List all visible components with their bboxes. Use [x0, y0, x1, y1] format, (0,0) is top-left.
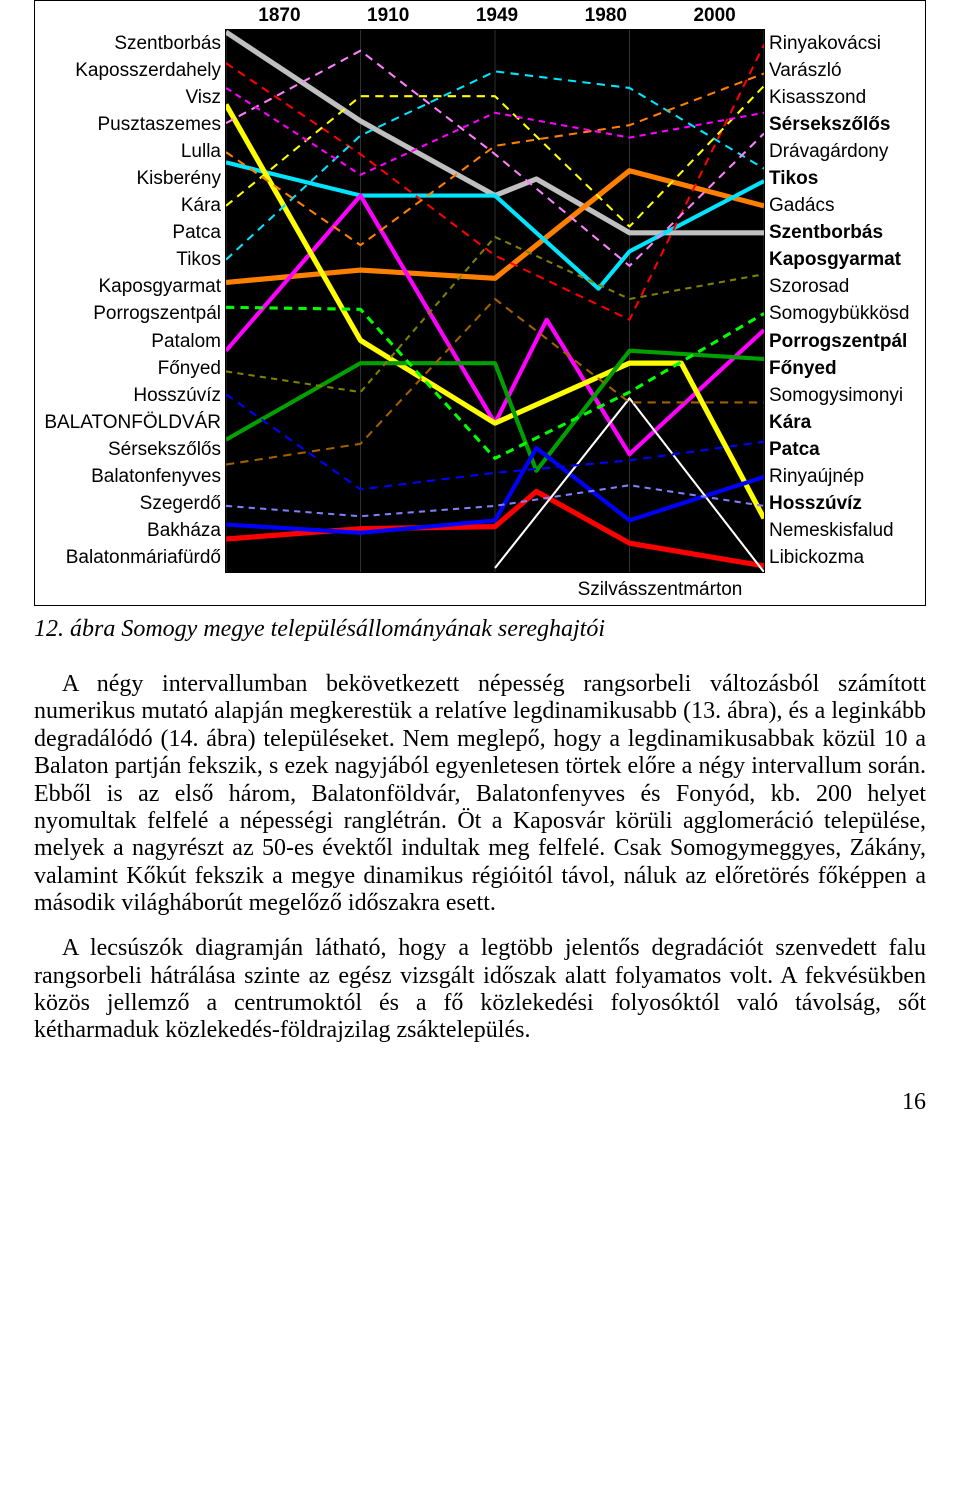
- body-paragraph: A négy intervallumban bekövetkezett népe…: [34, 671, 926, 917]
- page-number: 16: [34, 1089, 926, 1116]
- chart-left-label: Bakháza: [41, 518, 221, 544]
- chart-left-label: Patca: [41, 220, 221, 246]
- chart-right-label: Somogybükkösd: [769, 301, 919, 327]
- chart-plot-area: [225, 29, 765, 573]
- chart-year-label: 1910: [367, 5, 409, 27]
- chart-right-label: Varászló: [769, 58, 919, 84]
- figure-wrapper: 18701910194919802000 SzentborbásKapossze…: [34, 0, 926, 606]
- chart-right-label: Somogysimonyi: [769, 383, 919, 409]
- chart-right-label: Patca: [769, 437, 919, 463]
- chart-right-label: Szorosad: [769, 274, 919, 300]
- chart-left-label: Lulla: [41, 139, 221, 165]
- chart-svg: [226, 30, 764, 572]
- chart-left-label: Balatonfenyves: [41, 464, 221, 490]
- chart-year-row: 1870 1910 1949 1980 2000: [225, 5, 769, 27]
- chart-left-label: Szentborbás: [41, 31, 221, 57]
- chart-right-label: Rinyakovácsi: [769, 31, 919, 57]
- chart-right-label: Nemeskisfalud: [769, 518, 919, 544]
- chart-right-label: Hosszúvíz: [769, 491, 919, 517]
- chart-left-label: Visz: [41, 85, 221, 111]
- chart-left-labels: SzentborbásKaposszerdahelyViszPusztaszem…: [41, 29, 221, 573]
- chart-right-label: Libickozma: [769, 545, 919, 571]
- chart-year-label: 1980: [585, 5, 627, 27]
- body-paragraph: A lecsúszók diagramján látható, hogy a l…: [34, 935, 926, 1044]
- chart-left-label: Hosszúvíz: [41, 383, 221, 409]
- chart-right-label: Kaposgyarmat: [769, 247, 919, 273]
- chart-right-label: Kára: [769, 410, 919, 436]
- chart-right-label: Sérsekszőlős: [769, 112, 919, 138]
- chart-right-label: Kisasszond: [769, 85, 919, 111]
- chart-right-label: Rinyaújnép: [769, 464, 919, 490]
- chart-left-label: Balatonmáriafürdő: [41, 545, 221, 571]
- chart-right-label: Tikos: [769, 166, 919, 192]
- chart-year-label: 1870: [258, 5, 300, 27]
- chart-left-label: Kaposszerdahely: [41, 58, 221, 84]
- chart-right-label: Gadács: [769, 193, 919, 219]
- chart-right-label: Szentborbás: [769, 220, 919, 246]
- chart-left-label: Kára: [41, 193, 221, 219]
- chart-right-labels: RinyakovácsiVarászlóKisasszondSérsekszől…: [769, 29, 919, 573]
- body-text: A négy intervallumban bekövetkezett népe…: [34, 671, 926, 1045]
- chart-left-label: Pusztaszemes: [41, 112, 221, 138]
- chart-left-label: Szegerdő: [41, 491, 221, 517]
- chart-left-label: Sérsekszőlős: [41, 437, 221, 463]
- chart-year-label: 2000: [693, 5, 735, 27]
- chart-right-label: Porrogszentpál: [769, 329, 919, 355]
- chart-left-label: BALATONFÖLDVÁR: [41, 410, 221, 436]
- chart-callout: Szilvásszentmárton: [401, 579, 919, 601]
- chart-left-label: Porrogszentpál: [41, 301, 221, 327]
- chart-left-label: Főnyed: [41, 356, 221, 382]
- figure-caption: 12. ábra Somogy megye településállományá…: [34, 616, 926, 643]
- chart-right-label: Főnyed: [769, 356, 919, 382]
- chart-right-label: Drávagárdony: [769, 139, 919, 165]
- chart-year-label: 1949: [476, 5, 518, 27]
- chart-left-label: Kaposgyarmat: [41, 274, 221, 300]
- figure-body: SzentborbásKaposszerdahelyViszPusztaszem…: [41, 29, 919, 573]
- chart-left-label: Patalom: [41, 329, 221, 355]
- chart-left-label: Kisberény: [41, 166, 221, 192]
- chart-left-label: Tikos: [41, 247, 221, 273]
